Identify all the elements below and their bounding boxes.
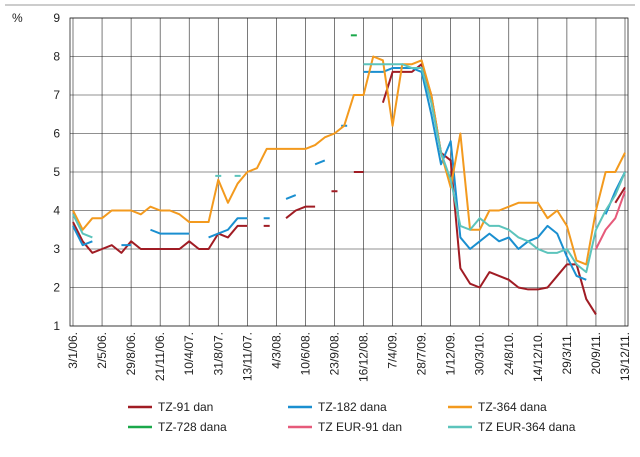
y-tick-label: 8 <box>53 50 60 64</box>
y-tick-label: 4 <box>53 204 60 218</box>
y-tick-label: 1 <box>53 319 60 333</box>
series-line <box>72 63 626 315</box>
x-tick-label: 16/12/08. <box>357 332 371 382</box>
x-tick-label: 10/6/08. <box>298 332 312 375</box>
legend-label: TZ-182 dana <box>318 400 387 414</box>
legend-label: TZ-91 dan <box>158 400 213 414</box>
legend-label: TZ EUR-91 dan <box>318 420 402 434</box>
x-tick-label: 28/7/09. <box>415 332 429 375</box>
x-tick-label: 31/8/07. <box>211 332 225 375</box>
y-tick-label: 6 <box>53 127 60 141</box>
x-tick-label: 20/9/11. <box>589 332 603 374</box>
y-tick-label: 9 <box>53 11 60 25</box>
legend-label: TZ EUR-364 dana <box>478 420 576 434</box>
x-tick-label: 3/1/06. <box>66 332 80 369</box>
x-tick-label: 14/12/10. <box>531 332 545 382</box>
x-tick-label: 4/3/08. <box>269 332 283 369</box>
x-tick-label: 7/4/09. <box>386 332 400 369</box>
x-tick-label: 24/8/10. <box>502 332 516 375</box>
series-line <box>72 63 626 274</box>
y-tick-label: 3 <box>53 242 60 256</box>
x-tick-label: 13/11/07. <box>240 332 254 381</box>
x-tick-label: 29/3/11. <box>560 332 574 374</box>
x-tick-label: 10/4/07. <box>182 332 196 375</box>
y-axis-label: % <box>12 11 23 25</box>
x-tick-label: 23/9/08. <box>327 332 341 375</box>
series-line <box>72 55 626 266</box>
x-tick-label: 1/12/09. <box>444 332 458 375</box>
series-line <box>595 190 626 250</box>
y-tick-label: 5 <box>53 165 60 179</box>
x-tick-label: 29/8/06. <box>124 332 138 375</box>
plot-border <box>69 17 629 327</box>
y-tick-label: 7 <box>53 88 60 102</box>
x-tick-label: 13/12/11. <box>618 332 632 381</box>
legend-label: TZ-728 dana <box>158 420 227 434</box>
legend-label: TZ-364 dana <box>478 400 547 414</box>
x-tick-label: 21/11/06. <box>153 332 167 381</box>
x-tick-label: 2/5/06. <box>95 332 109 369</box>
y-tick-label: 2 <box>53 281 60 295</box>
x-tick-label: 30/3/10. <box>473 332 487 375</box>
